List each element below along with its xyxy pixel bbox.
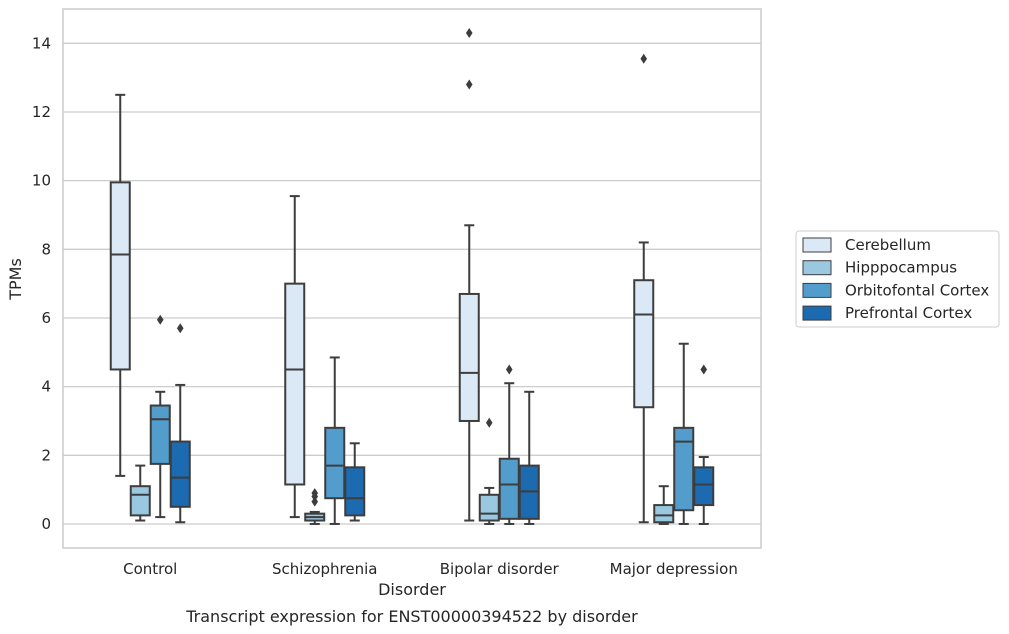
outlier-point	[311, 496, 319, 507]
y-axis-ticks: 0 2 4 6 8 10 12 14	[32, 34, 51, 533]
outlier-point	[465, 79, 473, 90]
box-prefrontal-cortex	[693, 364, 715, 525]
outlier-point	[700, 364, 708, 375]
outlier-point	[176, 323, 184, 334]
box-series	[109, 28, 715, 525]
y-tick-label: 12	[32, 103, 51, 121]
box-cerebellum	[109, 93, 131, 477]
outlier-point	[311, 488, 319, 499]
x-tick-label: Control	[123, 560, 177, 578]
plot-frame	[62, 8, 762, 549]
y-tick-label: 2	[41, 446, 51, 464]
box-hipppocampus	[478, 417, 500, 525]
outlier-point	[505, 364, 513, 375]
box-iqr	[344, 466, 366, 517]
box-iqr	[149, 404, 171, 465]
y-tick-label: 6	[41, 309, 51, 327]
legend-label: Prefrontal Cortex	[845, 304, 972, 322]
box-iqr	[458, 292, 480, 422]
box-orbitofontal-cortex	[498, 364, 520, 525]
legend: Cerebellum Hipppocampus Orbitofontal Corte…	[795, 230, 1000, 328]
box-prefrontal-cortex	[518, 390, 540, 525]
legend-swatch	[802, 282, 832, 298]
outlier-point	[465, 28, 473, 39]
box-prefrontal-cortex	[169, 323, 191, 524]
box-cerebellum	[458, 28, 480, 522]
box-iqr	[633, 279, 655, 409]
x-tick-label: Major depression	[610, 560, 738, 578]
x-tick-label: Bipolar disorder	[440, 560, 560, 578]
box-cerebellum	[284, 195, 306, 519]
box-iqr	[324, 426, 346, 500]
chart-caption: Transcript expression for ENST0000039452…	[185, 607, 638, 626]
x-axis-label: Disorder	[378, 580, 446, 599]
box-hipppocampus	[653, 485, 675, 525]
legend-label: Hipppocampus	[845, 259, 957, 277]
box-orbitofontal-cortex	[324, 356, 346, 525]
box-iqr	[129, 485, 151, 517]
box-hipppocampus	[304, 488, 326, 525]
box-iqr	[693, 466, 715, 507]
box-iqr	[653, 504, 675, 524]
legend-swatch	[802, 305, 832, 321]
y-tick-label: 0	[41, 515, 51, 533]
box-iqr	[284, 282, 306, 486]
y-tick-label: 4	[41, 378, 51, 396]
y-tick-label: 8	[41, 240, 51, 258]
box-iqr	[478, 493, 500, 522]
legend-label: Cerebellum	[845, 236, 931, 254]
legend-label: Orbitofontal Cortex	[845, 281, 989, 299]
box-iqr	[498, 457, 520, 520]
box-cerebellum	[633, 53, 655, 524]
box-iqr	[109, 181, 131, 371]
x-axis-ticks: Control Schizophrenia Bipolar disorder Majo…	[123, 560, 738, 578]
outlier-point	[485, 417, 493, 428]
y-tick-label: 10	[32, 172, 51, 190]
legend-frame	[795, 230, 1000, 328]
box-iqr	[673, 426, 695, 512]
box-prefrontal-cortex	[344, 442, 366, 522]
y-tick-label: 14	[32, 34, 51, 52]
outlier-point	[640, 53, 648, 64]
box-iqr	[169, 440, 191, 508]
x-tick-label: Schizophrenia	[272, 560, 377, 578]
legend-swatch	[802, 260, 832, 276]
y-axis-label: TPMs	[6, 258, 25, 301]
legend-swatch	[802, 237, 832, 253]
box-orbitofontal-cortex	[149, 314, 171, 519]
outlier-point	[156, 314, 164, 325]
box-orbitofontal-cortex	[673, 342, 695, 525]
box-hipppocampus	[129, 464, 151, 522]
